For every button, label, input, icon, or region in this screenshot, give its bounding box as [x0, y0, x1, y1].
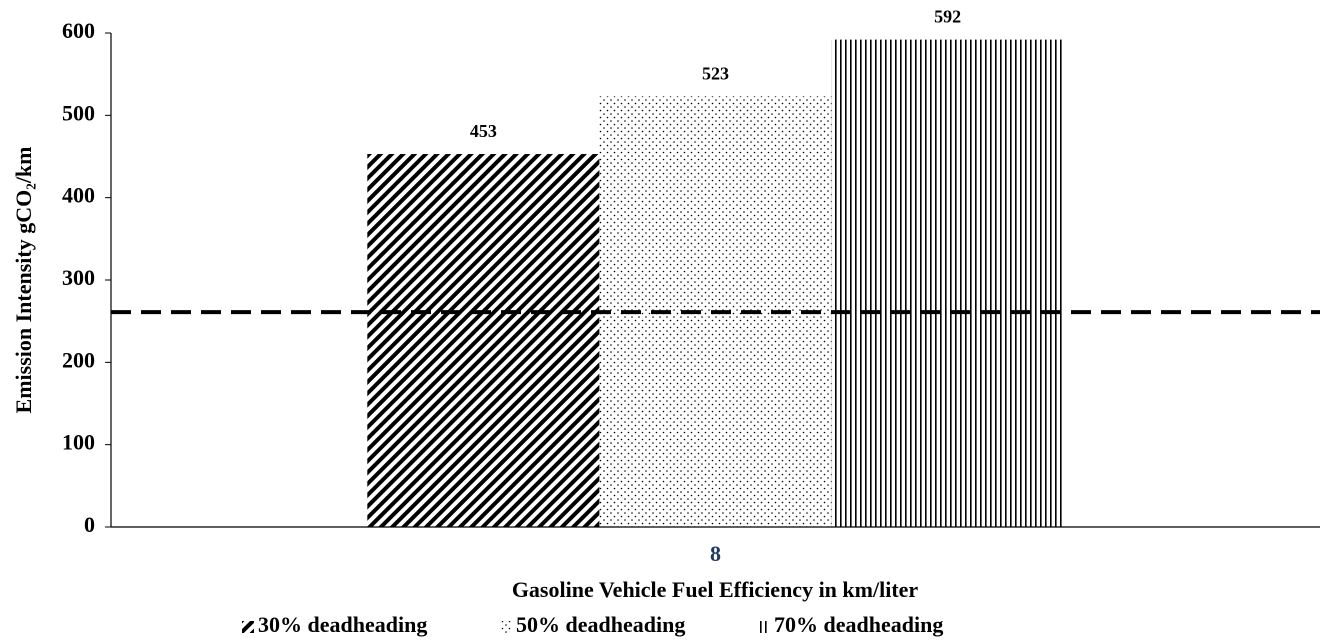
y-tick-label: 100	[62, 430, 95, 455]
legend-swatch	[242, 621, 254, 633]
legend-label: 30% deadheading	[258, 612, 427, 637]
y-axis-label: Emission Intensity gCO₂/km	[11, 147, 36, 414]
y-tick-label: 500	[62, 100, 95, 125]
legend-label: 50% deadheading	[516, 612, 685, 637]
y-tick-label: 200	[62, 347, 95, 372]
data-label: 592	[934, 7, 961, 27]
legend-label: 70% deadheading	[774, 612, 943, 637]
y-tick-label: 300	[62, 265, 95, 290]
legend-swatch	[758, 621, 770, 633]
y-tick-label: 400	[62, 183, 95, 208]
bar	[367, 154, 600, 527]
legend-swatch	[500, 621, 512, 633]
x-axis-label: Gasoline Vehicle Fuel Efficiency in km/l…	[512, 577, 919, 602]
y-tick-label: 600	[62, 18, 95, 43]
x-tick-label: 8	[710, 541, 721, 566]
y-tick-label: 0	[84, 512, 95, 537]
data-label: 523	[702, 64, 729, 84]
data-label: 453	[470, 121, 497, 141]
bar	[831, 39, 1064, 527]
